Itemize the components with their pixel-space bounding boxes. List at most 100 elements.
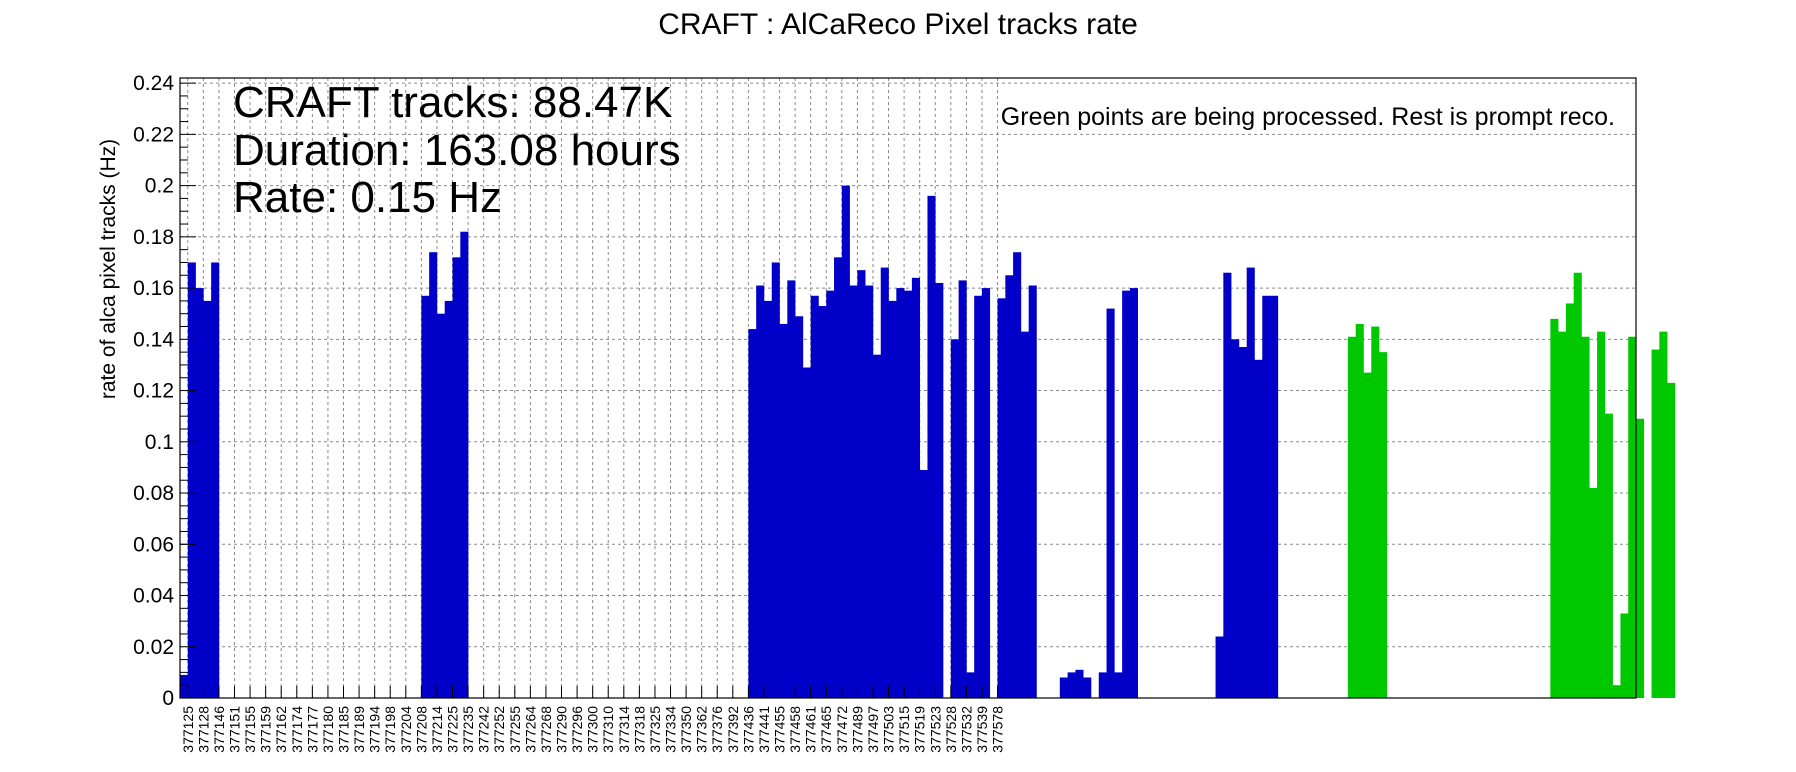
bar <box>1347 336 1357 698</box>
x-tick-label: 377325 <box>647 706 663 753</box>
x-tick-label: 377461 <box>803 706 819 753</box>
x-tick-label: 377146 <box>211 706 227 753</box>
bar <box>1636 418 1645 698</box>
bar <box>1581 336 1590 698</box>
bar <box>927 195 936 698</box>
annotation-duration: Duration: 163.08 hours <box>233 126 681 175</box>
bar <box>1604 413 1613 698</box>
bar <box>1363 372 1372 698</box>
bar <box>857 270 866 698</box>
annotation-note: Green points are being processed. Rest i… <box>1001 103 1615 131</box>
bar <box>421 295 430 698</box>
x-tick-label: 377503 <box>881 706 897 753</box>
x-tick-label: 377350 <box>678 706 694 753</box>
bar <box>436 313 446 698</box>
x-tick-label: 377235 <box>460 706 476 753</box>
bar <box>1573 272 1582 698</box>
y-tick-label: 0.24 <box>133 72 174 95</box>
bar <box>1550 318 1559 698</box>
y-tick-label: 0 <box>162 687 174 710</box>
bar <box>981 288 991 698</box>
bar <box>1067 672 1076 698</box>
bar <box>763 300 773 698</box>
bar <box>849 285 858 698</box>
x-tick-label: 377159 <box>258 706 274 753</box>
bar <box>1667 382 1676 698</box>
bar <box>779 323 788 698</box>
bar <box>180 674 189 698</box>
x-tick-label: 377255 <box>507 706 523 753</box>
bar <box>810 295 819 698</box>
bar <box>1558 331 1567 698</box>
bar <box>958 280 967 698</box>
bar <box>1083 677 1092 698</box>
bar <box>1106 308 1115 698</box>
x-tick-label: 377458 <box>787 706 803 753</box>
bar <box>1246 267 1255 698</box>
x-tick-label: 377242 <box>476 706 492 753</box>
bar <box>1013 252 1022 698</box>
x-tick-label: 377296 <box>569 706 585 753</box>
x-tick-label: 377392 <box>725 706 741 753</box>
x-tick-label: 377290 <box>554 706 570 753</box>
x-tick-label: 377523 <box>927 706 943 753</box>
bar <box>748 329 757 698</box>
x-tick-label: 377155 <box>242 706 258 753</box>
bar <box>1270 295 1279 698</box>
x-tick-label: 377376 <box>709 706 725 753</box>
bar <box>195 288 204 698</box>
bar <box>935 282 944 698</box>
y-tick-label: 0.22 <box>133 123 174 146</box>
x-tick-label: 377489 <box>849 706 865 753</box>
x-tick-label: 377214 <box>429 706 445 753</box>
y-tick-label: 0.16 <box>133 277 174 300</box>
x-tick-label: 377185 <box>336 706 352 753</box>
bar <box>865 285 874 698</box>
bar <box>1215 636 1224 698</box>
bar <box>1020 331 1029 698</box>
y-tick-label: 0.14 <box>133 328 174 351</box>
bar <box>429 252 438 698</box>
x-tick-label: 377174 <box>289 706 305 753</box>
x-tick-label: 377198 <box>382 706 398 753</box>
bar <box>1371 326 1380 698</box>
x-tick-label: 377465 <box>818 706 834 753</box>
bar <box>1098 672 1107 698</box>
bar <box>872 354 882 698</box>
bar <box>1597 331 1606 698</box>
bar <box>834 257 843 698</box>
bar <box>1620 613 1629 698</box>
bar <box>1262 295 1271 698</box>
y-tick-label: 0.1 <box>145 431 174 454</box>
bars <box>180 185 1676 699</box>
y-tick-label: 0.12 <box>133 380 174 403</box>
x-tick-label: 377125 <box>180 706 196 753</box>
x-tick-label: 377252 <box>491 706 507 753</box>
bar <box>203 300 212 698</box>
x-tick-label: 377128 <box>195 706 211 753</box>
x-tick-label: 377189 <box>351 706 367 753</box>
bar <box>841 185 850 699</box>
bar <box>818 306 827 698</box>
x-tick-label: 377362 <box>694 706 710 753</box>
bar <box>1231 339 1240 698</box>
y-tick-label: 0.04 <box>133 585 174 608</box>
x-tick-label: 377334 <box>663 706 679 753</box>
bar <box>1612 685 1621 698</box>
bar <box>787 280 796 698</box>
bar <box>1059 677 1068 698</box>
bar <box>888 300 897 698</box>
bar <box>1565 303 1575 698</box>
bar <box>1238 347 1247 698</box>
bar <box>896 288 905 698</box>
x-tick-label: 377318 <box>631 706 647 753</box>
bar <box>911 277 920 698</box>
bar <box>211 262 220 698</box>
bar <box>771 262 780 698</box>
bar <box>1005 275 1014 698</box>
bar <box>919 469 928 698</box>
bar <box>1651 349 1660 698</box>
y-tick-label: 0.06 <box>133 533 174 556</box>
bar <box>795 316 804 698</box>
bar <box>1355 323 1364 698</box>
